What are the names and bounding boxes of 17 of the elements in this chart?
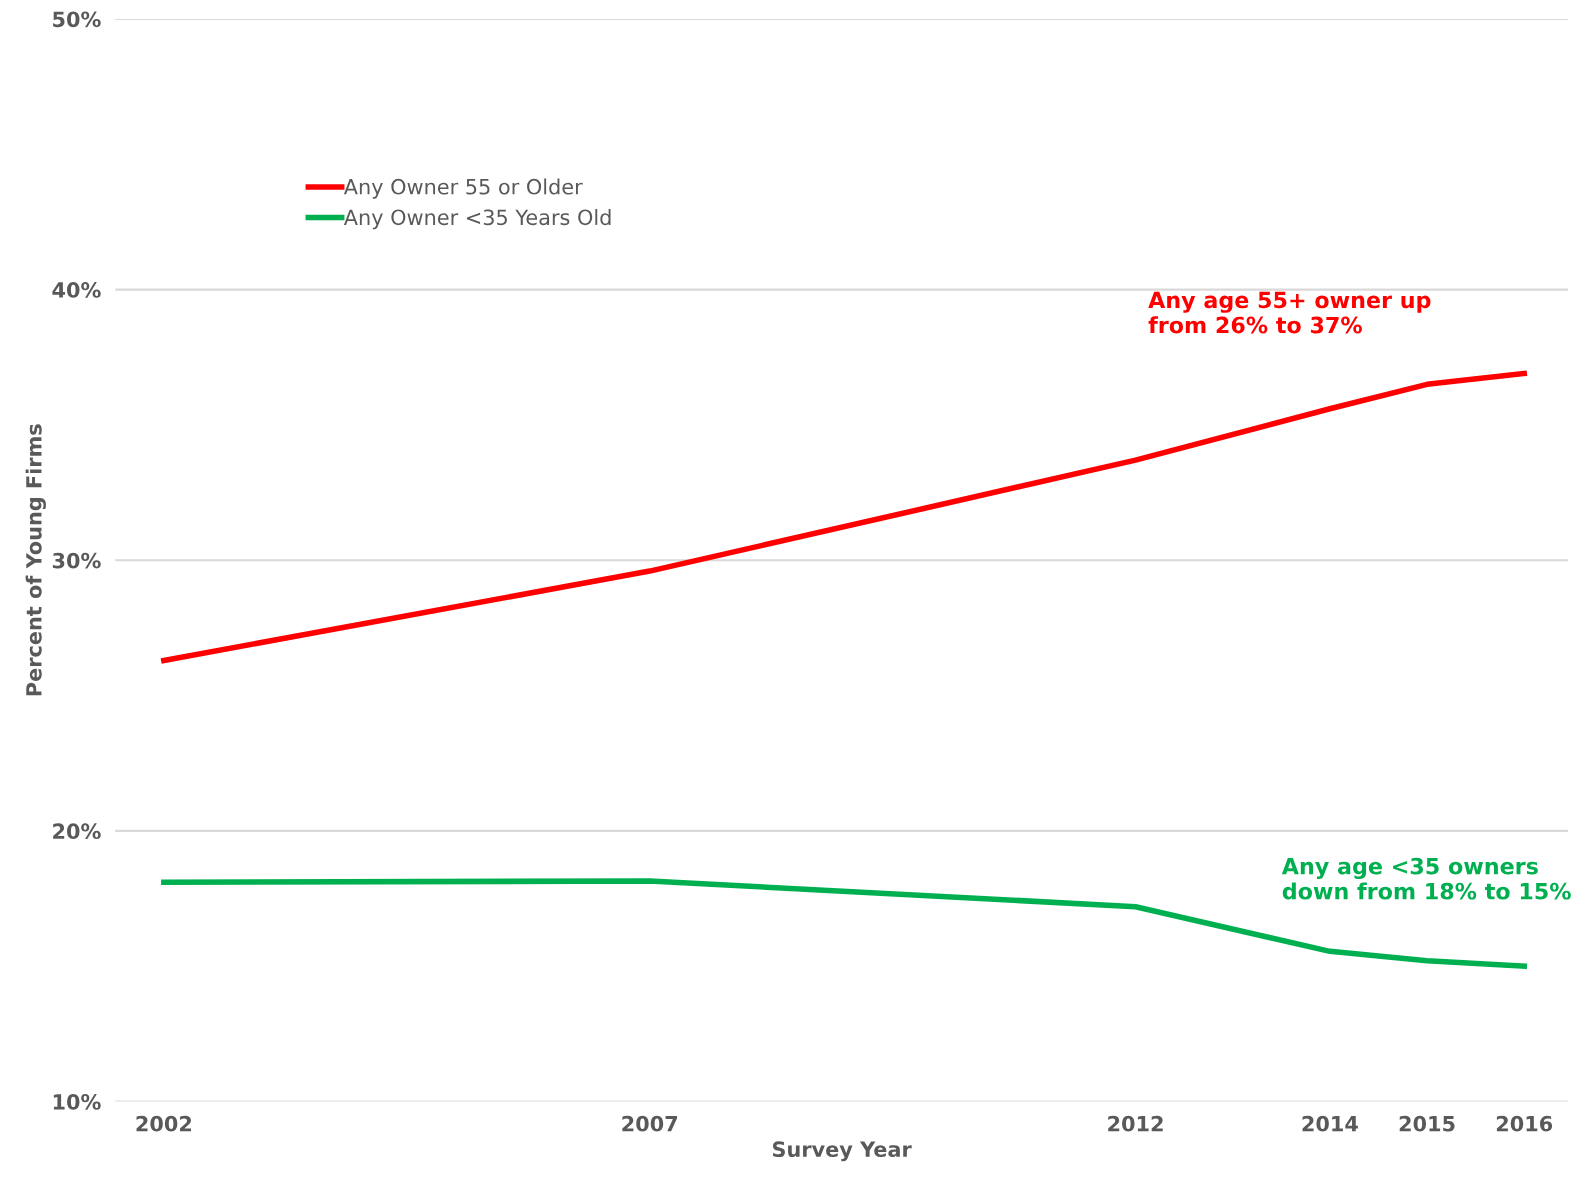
- y-tick-label: 40%: [52, 282, 101, 298]
- annotation: Any age 55+ owner up from 26% to 37%: [1148, 291, 1431, 334]
- y-tick-label: 20%: [53, 823, 101, 840]
- y-axis-title: Percent of Young Firms: [25, 424, 46, 696]
- x-tick-label: 2007: [622, 1115, 678, 1132]
- y-tick-label: 10%: [53, 1093, 101, 1110]
- legend-label: Any Owner <35 Years Old: [343, 209, 611, 230]
- y-tick-label: 50%: [53, 11, 101, 28]
- x-tick-label: 2015: [1399, 1115, 1455, 1132]
- x-tick-label: 2002: [136, 1115, 192, 1132]
- x-tick-label: 2016: [1496, 1115, 1553, 1132]
- y-tick-label: 30%: [52, 552, 101, 569]
- annotation: Any age <35 owners down from 18% to 15%: [1281, 857, 1571, 900]
- x-tick-label: 2012: [1108, 1115, 1163, 1132]
- legend-label: Any Owner 55 or Older: [343, 178, 583, 199]
- x-axis-title: Survey Year: [772, 1141, 912, 1162]
- x-tick-label: 2014: [1302, 1115, 1358, 1132]
